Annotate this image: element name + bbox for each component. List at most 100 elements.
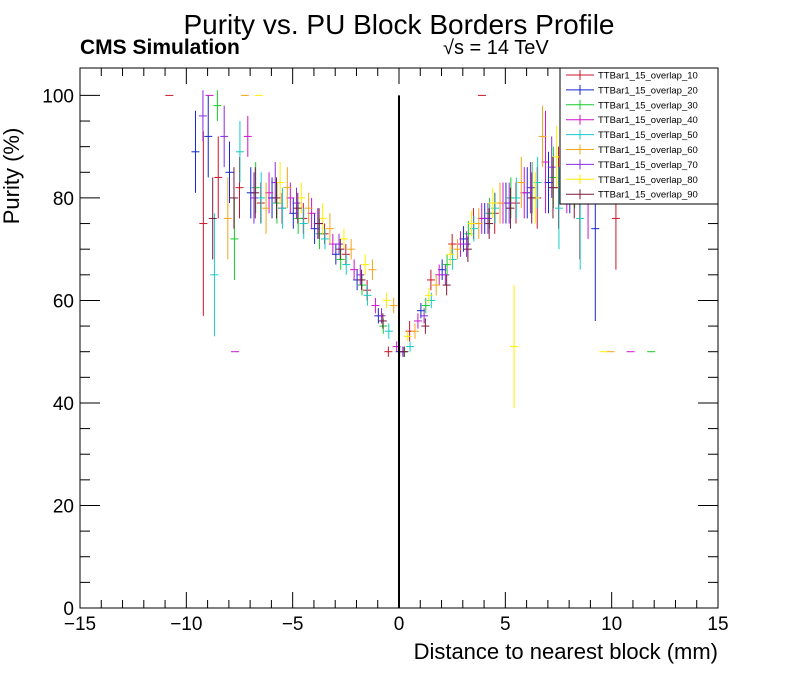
- x-tick-label: −10: [170, 614, 202, 635]
- data-point: [220, 105, 229, 168]
- x-tick-label: −15: [64, 614, 96, 635]
- data-point: [441, 264, 450, 286]
- experiment-label: CMS Simulation: [80, 36, 240, 59]
- data-point: [526, 162, 535, 214]
- data-point: [400, 346, 409, 357]
- data-point: [214, 136, 223, 219]
- series-TTBar1_15_overlap_90: [208, 136, 579, 357]
- data-point: [421, 297, 430, 314]
- data-point: [442, 274, 451, 296]
- legend-entry: TTBar1_15_overlap_30: [566, 99, 698, 111]
- data-point: [335, 233, 344, 255]
- data-point: [467, 210, 476, 237]
- legend-label: TTBar1_15_overlap_60: [598, 145, 698, 156]
- data-point: [315, 208, 324, 239]
- data-point: [538, 105, 547, 168]
- data-point: [488, 187, 497, 219]
- data-point: [223, 177, 232, 260]
- legend-label: TTBar1_15_overlap_50: [598, 130, 698, 141]
- y-tick-label: 20: [53, 496, 74, 517]
- data-point: [249, 172, 258, 224]
- series-TTBar1_15_overlap_50: [210, 121, 585, 352]
- data-point: [446, 244, 455, 265]
- data-point: [356, 264, 365, 286]
- legend-entry: TTBar1_15_overlap_60: [566, 144, 698, 156]
- data-point: [485, 208, 494, 239]
- legend-entry: TTBar1_15_overlap_20: [566, 84, 698, 96]
- data-point: [208, 177, 217, 260]
- data-point: [191, 110, 200, 193]
- y-tick-label: 100: [42, 86, 74, 107]
- data-point: [552, 126, 561, 188]
- data-point: [432, 274, 441, 296]
- data-point: [496, 182, 505, 224]
- data-point: [548, 156, 557, 219]
- legend-entry: TTBar1_15_overlap_80: [566, 174, 698, 186]
- series-TTBar1_15_overlap_80: [254, 94, 608, 409]
- y-tick-label: 0: [63, 599, 74, 620]
- data-point: [243, 115, 252, 157]
- x-axis-label: Distance to nearest block (mm): [414, 639, 718, 664]
- legend-entry: TTBar1_15_overlap_90: [566, 189, 698, 201]
- data-point: [483, 203, 492, 234]
- data-point: [420, 308, 429, 324]
- x-tick-label: 10: [601, 614, 622, 635]
- data-point: [342, 254, 351, 275]
- data-point: [424, 287, 433, 304]
- data-point: [510, 285, 519, 409]
- legend-entry: TTBar1_15_overlap_70: [566, 159, 698, 171]
- legend-label: TTBar1_15_overlap_70: [598, 160, 698, 171]
- y-tick-label: 80: [53, 189, 74, 210]
- data-point: [225, 141, 234, 204]
- data-point: [336, 238, 345, 260]
- data-point: [413, 313, 422, 329]
- data-point: [210, 213, 219, 337]
- data-point: [384, 323, 393, 339]
- data-point: [229, 167, 238, 229]
- data-point: [199, 131, 208, 316]
- data-point: [272, 177, 281, 219]
- series-TTBar1_15_overlap_60: [223, 94, 615, 353]
- data-point: [339, 228, 348, 250]
- data-point: [421, 318, 430, 334]
- data-series: [165, 90, 656, 409]
- data-point: [292, 187, 301, 219]
- data-point: [389, 297, 398, 314]
- y-axis-label: Purity (%): [0, 128, 24, 225]
- data-point: [463, 236, 472, 262]
- legend-label: TTBar1_15_overlap_20: [598, 85, 698, 96]
- energy-label: √s = 14 TeV: [443, 37, 549, 59]
- data-point: [278, 187, 287, 229]
- legend-label: TTBar1_15_overlap_80: [598, 175, 698, 186]
- legend-label: TTBar1_15_overlap_30: [598, 100, 698, 111]
- data-point: [204, 95, 213, 178]
- y-tick-label: 40: [53, 394, 74, 415]
- data-point: [320, 228, 329, 250]
- data-point: [198, 90, 207, 142]
- data-point: [361, 254, 370, 275]
- data-point: [276, 162, 285, 204]
- legend-label: TTBar1_15_overlap_10: [598, 71, 698, 82]
- data-point: [347, 238, 356, 260]
- legend-entry: TTBar1_15_overlap_40: [566, 114, 698, 126]
- data-point: [325, 213, 334, 245]
- data-point: [371, 297, 380, 314]
- data-point: [293, 192, 302, 224]
- data-point: [213, 90, 222, 122]
- legend-label: TTBar1_15_overlap_40: [598, 115, 698, 126]
- legend-entry: TTBar1_15_overlap_50: [566, 129, 698, 141]
- data-point: [368, 259, 377, 280]
- legend-label: TTBar1_15_overlap_90: [598, 190, 698, 201]
- data-point: [262, 182, 271, 234]
- data-point: [410, 323, 419, 339]
- data-point: [527, 172, 536, 224]
- data-point: [554, 167, 563, 250]
- x-tick-label: 0: [394, 614, 405, 635]
- data-point: [257, 172, 266, 224]
- x-tick-label: 15: [707, 614, 728, 635]
- data-point: [462, 231, 471, 257]
- data-point: [251, 167, 260, 219]
- data-point: [363, 285, 372, 306]
- data-point: [505, 182, 514, 224]
